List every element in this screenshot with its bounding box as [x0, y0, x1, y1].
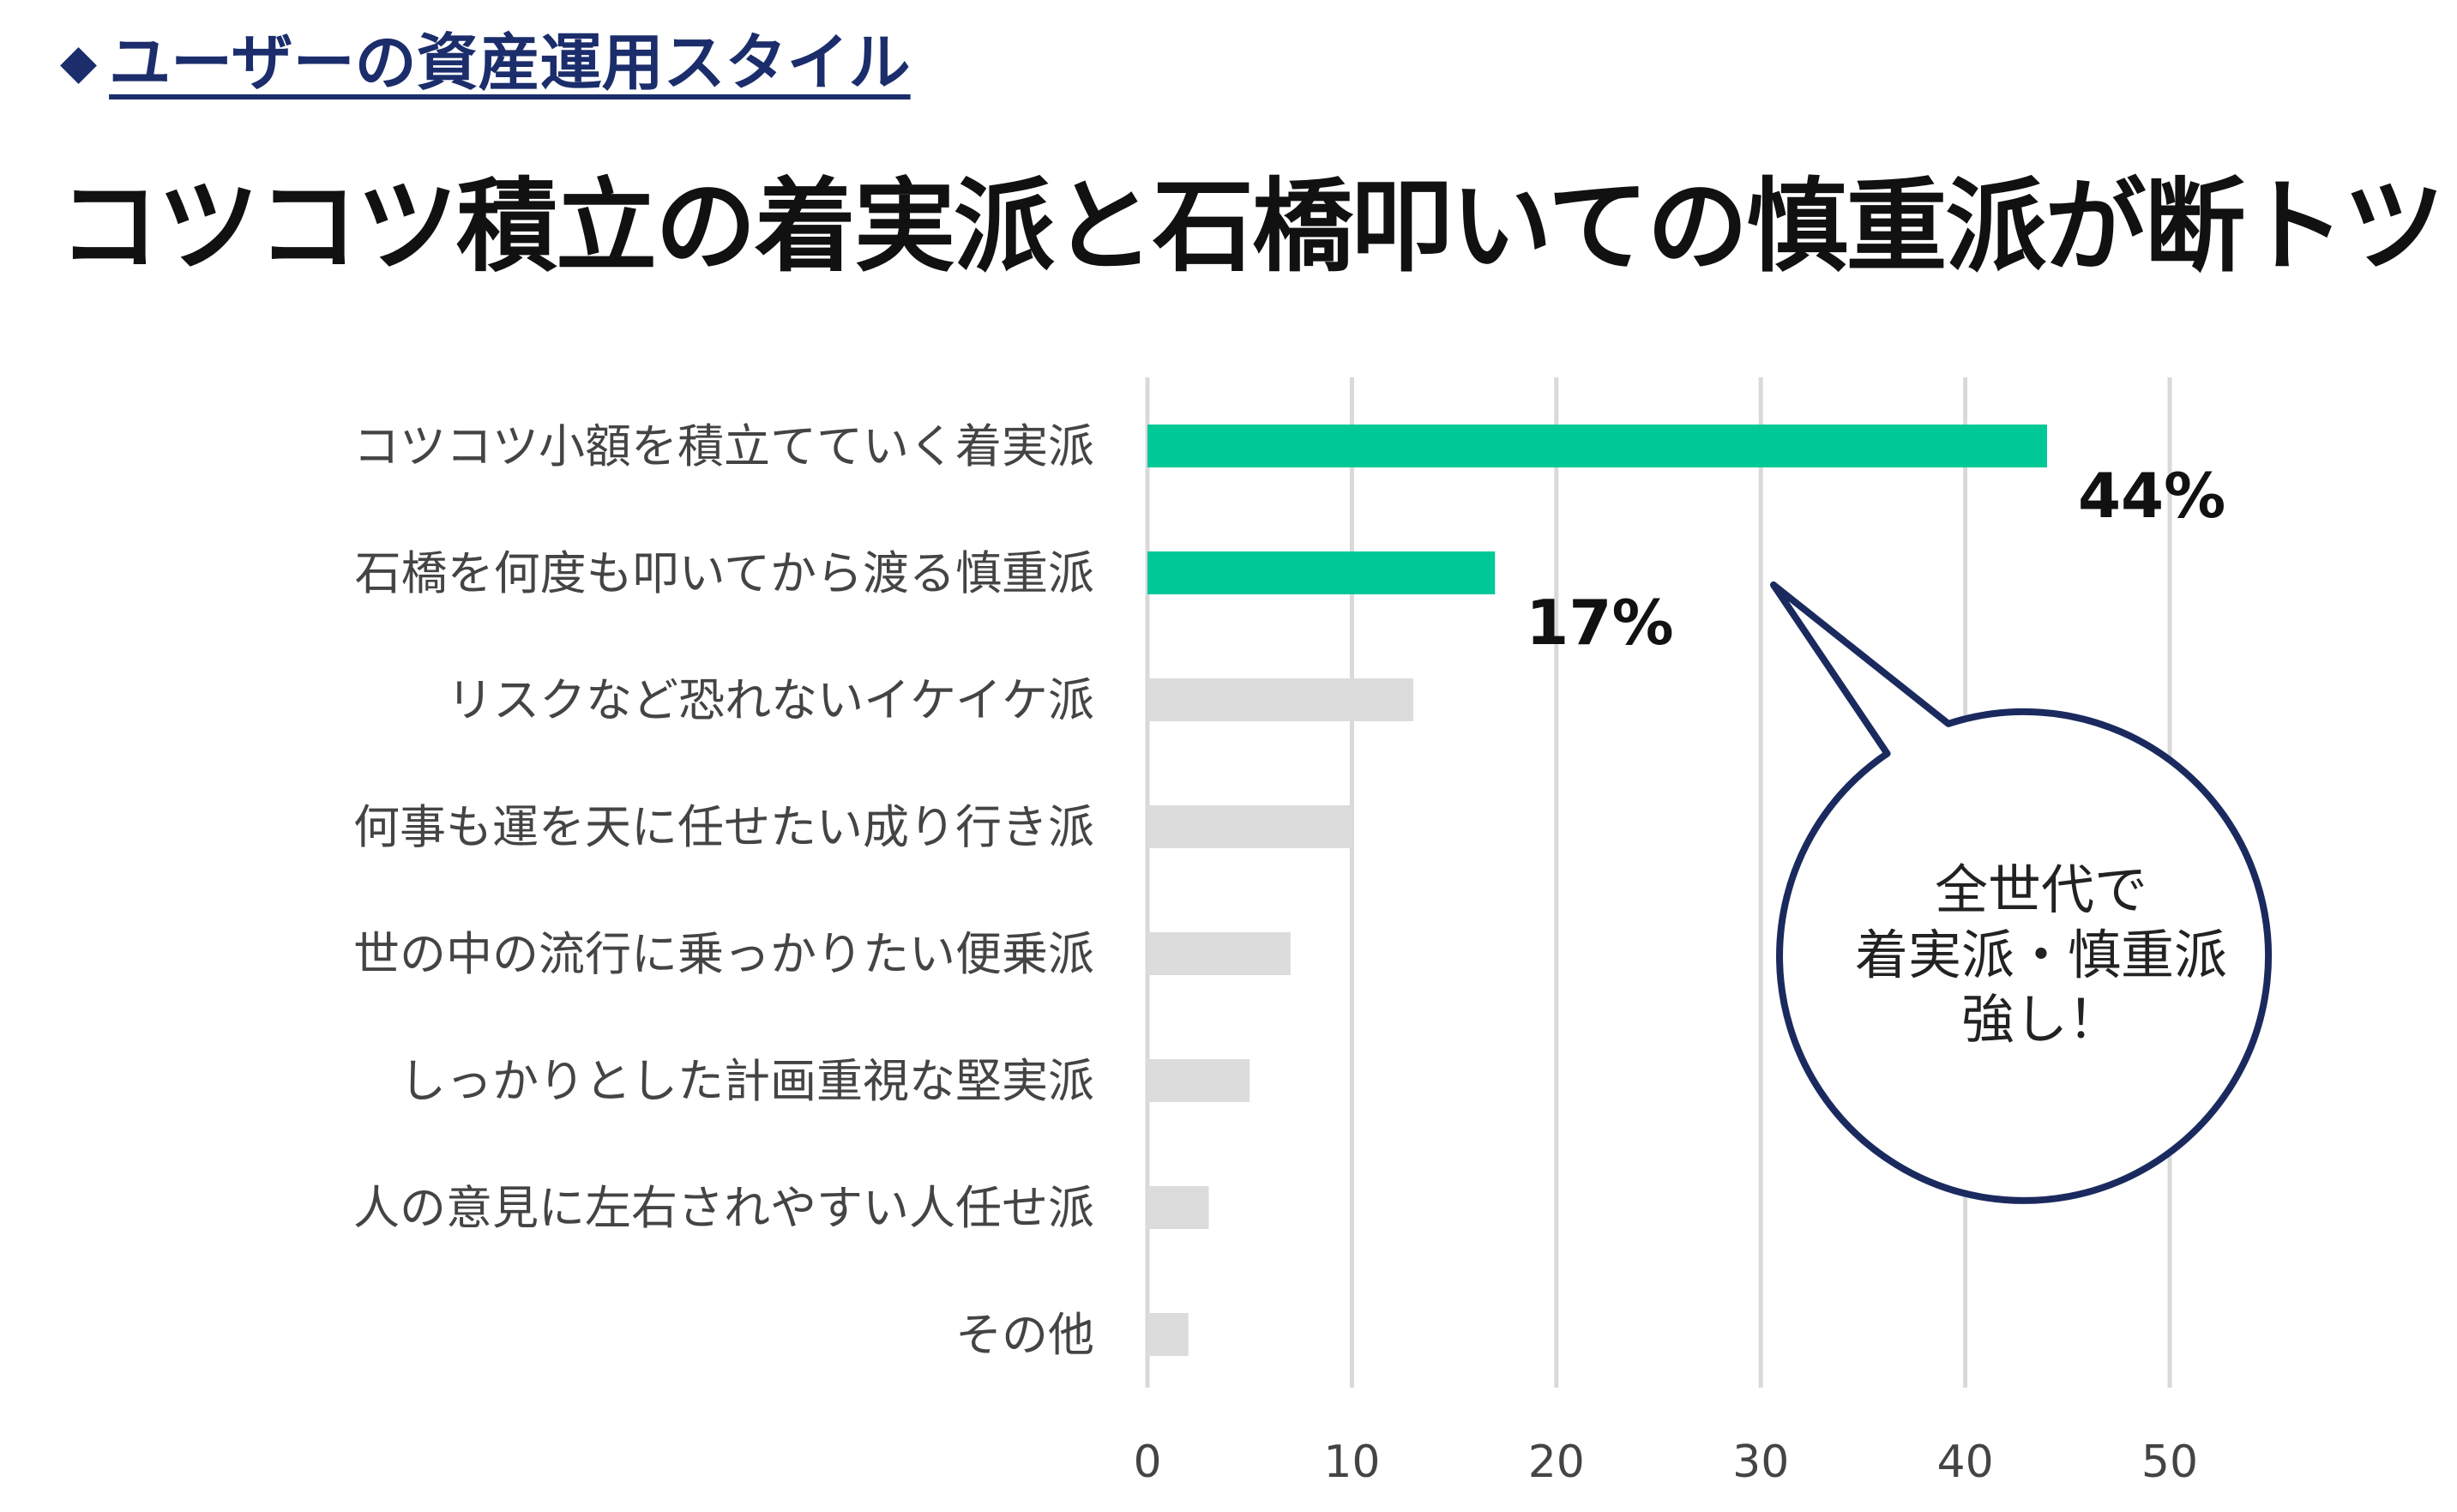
category-label: 何事も運を天に任せたい成り行き派 [353, 800, 1094, 854]
bar [1147, 551, 1496, 594]
x-tick-label: 20 [1528, 1437, 1585, 1488]
category-label: その他 [955, 1308, 1094, 1362]
x-axis-ticks: 0 10 20 30 40 50 [1133, 1437, 2198, 1488]
x-tick-label: 0 [1133, 1437, 1161, 1488]
bar [1147, 932, 1291, 975]
callout-text: 全世代で 着実派・慎重派 強し！ [1784, 858, 2298, 1052]
category-label: コツコツ小額を積立てていく着実派 [353, 419, 1094, 473]
callout-line-3: 強し！ [1960, 988, 2121, 1051]
callout-line-1: 全世代で [1934, 858, 2147, 921]
category-labels: コツコツ小額を積立てていく着実派石橋を何度も叩いてから渡る慎重派リスクなど恐れな… [353, 419, 1094, 1362]
bar [1147, 1313, 1189, 1356]
data-label: 44% [2078, 460, 2225, 532]
section-title: ユーザーの資産運用スタイル [109, 27, 911, 99]
data-label: 17% [1526, 587, 1673, 659]
page-title: コツコツ積立の着実派と石橋叩いての慎重派が断トツ [58, 167, 2444, 286]
category-label: しっかりとした計画重視な堅実派 [400, 1054, 1094, 1108]
callout-line-2: 着実派・慎重派 [1854, 923, 2227, 986]
bar [1147, 425, 2047, 467]
bar [1147, 1186, 1209, 1229]
x-tick-label: 30 [1732, 1437, 1789, 1488]
bar [1147, 678, 1413, 721]
category-label: 世の中の流行に乗っかりたい便乗派 [353, 927, 1094, 981]
x-tick-label: 10 [1323, 1437, 1380, 1488]
bars [1147, 425, 2047, 1356]
diamond-icon: ◆ [60, 34, 98, 90]
x-tick-label: 40 [1937, 1437, 1994, 1488]
category-label: リスクなど恐れないイケイケ派 [447, 673, 1094, 727]
section-header: ◆ ユーザーの資産運用スタイル [60, 24, 911, 101]
x-tick-label: 50 [2141, 1437, 2198, 1488]
bar [1147, 1059, 1250, 1102]
data-labels: 44% 17% [1526, 460, 2225, 659]
category-label: 石橋を何度も叩いてから渡る慎重派 [355, 546, 1094, 600]
category-label: 人の意見に左右されやすい人任せ派 [353, 1181, 1094, 1235]
callout-bubble [1770, 581, 2273, 1204]
bar [1147, 805, 1352, 848]
